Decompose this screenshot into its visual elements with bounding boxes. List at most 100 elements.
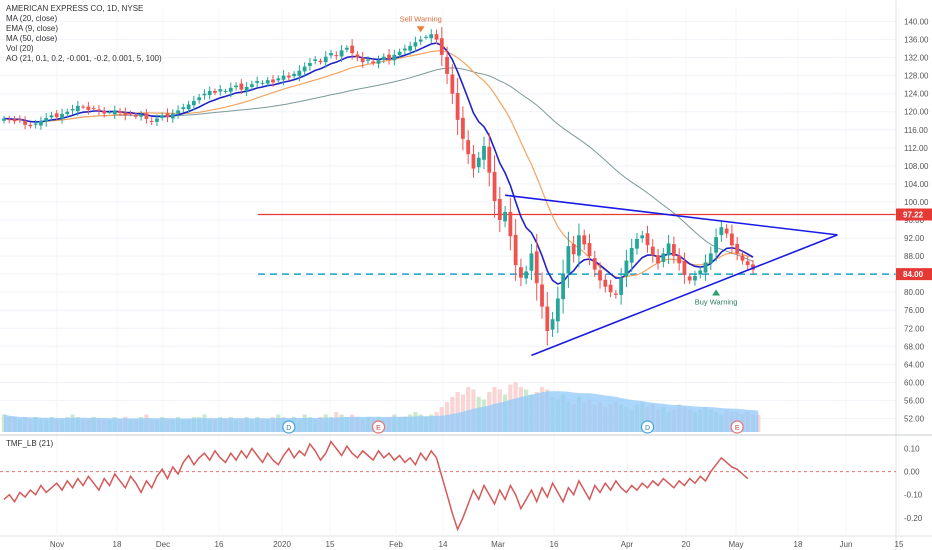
candle — [513, 219, 518, 281]
event-marker: E — [371, 420, 386, 434]
candle — [260, 80, 265, 86]
candle-body — [445, 56, 449, 74]
sell-warning-label: Sell Warning — [400, 14, 442, 23]
candle — [719, 220, 724, 242]
candle-body — [344, 47, 349, 50]
candle-body — [666, 243, 671, 256]
legend-vol[interactable]: Vol (20) — [6, 44, 34, 53]
candle-body — [577, 235, 581, 256]
candle — [123, 107, 128, 121]
buy-warning-label: Buy Warning — [695, 297, 738, 306]
time-tick-label: 16 — [215, 540, 224, 549]
candle — [703, 254, 708, 281]
candle-body — [239, 83, 244, 90]
support-price-box — [896, 268, 932, 281]
candle — [534, 233, 539, 301]
candle — [592, 250, 597, 277]
candle — [302, 62, 307, 76]
candle-body — [566, 246, 571, 274]
price-tick-label: 72.00 — [904, 324, 925, 333]
candle-body — [751, 264, 755, 270]
candle — [160, 112, 165, 121]
candle — [197, 93, 202, 104]
candle — [540, 272, 544, 319]
candle-body — [360, 57, 365, 63]
candle-body — [191, 100, 196, 106]
candle — [487, 132, 492, 187]
candle-body — [693, 275, 697, 281]
legend-ao[interactable]: AO (21, 0.1, 0.2, -0.001, -0.2, 0.001, 5… — [6, 54, 162, 63]
price-tick-label: 92.00 — [904, 234, 925, 243]
candle — [635, 232, 639, 255]
tmf-indicator-pane: 0.10 0.00 -0.10 -0.20 — [0, 440, 923, 532]
candle — [519, 258, 523, 287]
candle-body — [508, 211, 513, 237]
candle — [424, 34, 428, 40]
candle — [476, 151, 481, 174]
candle-body — [54, 113, 59, 118]
candle — [265, 77, 270, 87]
candle-body — [7, 119, 12, 121]
candle — [471, 145, 476, 178]
candle-body — [144, 113, 149, 119]
candle-body — [276, 78, 281, 81]
price-tick-label: 76.00 — [904, 306, 925, 315]
candle — [582, 229, 587, 251]
candle-body — [176, 110, 180, 114]
candle — [566, 231, 571, 288]
candle-body — [60, 114, 64, 119]
candle — [577, 223, 581, 268]
candle — [666, 234, 671, 264]
candle-body — [308, 63, 312, 66]
candle-body — [350, 45, 355, 54]
candle-body — [91, 107, 96, 109]
time-tick-label: Jun — [840, 540, 853, 549]
candle — [12, 116, 17, 125]
candle — [708, 246, 713, 271]
candle-body — [376, 60, 381, 64]
price-tick-label: 136.00 — [904, 36, 929, 45]
candle — [629, 238, 634, 272]
candle — [613, 289, 618, 299]
candle-body — [366, 59, 370, 61]
candle-body — [170, 113, 175, 119]
candle — [587, 233, 592, 266]
time-axis[interactable]: Nov 18 Dec 16 2020 15 Feb 14 Mar 16 Apr 20 May 18 Jun 1… — [50, 540, 904, 549]
price-tick-label: 100.00 — [904, 198, 929, 207]
candle — [482, 136, 486, 170]
candle — [360, 51, 365, 68]
candle-body — [265, 80, 270, 84]
candle — [503, 205, 507, 228]
candle — [460, 106, 465, 151]
legend-ma50[interactable]: MA (50, close) — [6, 34, 58, 43]
legend-ema9[interactable]: EMA (9, close) — [6, 24, 59, 33]
candle — [202, 89, 207, 100]
legend-title[interactable]: AMERICAN EXPRESS CO, 1D, NYSE — [6, 4, 144, 13]
volume-bar — [466, 387, 471, 432]
candle-body — [487, 146, 492, 173]
candle — [228, 82, 233, 98]
price-tick-label: 96.00 — [904, 216, 925, 225]
candle-body — [513, 234, 518, 266]
volume-bar — [455, 392, 460, 432]
candle-body — [571, 244, 576, 255]
horizontal-levels — [258, 213, 896, 275]
candle — [329, 49, 333, 59]
candle-body — [413, 42, 418, 47]
candle — [318, 58, 323, 65]
legend-ma20[interactable]: MA (20, close) — [6, 14, 58, 23]
candle — [619, 267, 624, 305]
candle-body — [687, 276, 692, 281]
candle — [418, 36, 423, 46]
candle-body — [682, 261, 687, 276]
price-tick-label: 68.00 — [904, 342, 925, 351]
candle — [39, 116, 43, 130]
candle — [550, 311, 555, 337]
candle — [23, 116, 27, 130]
indicator-legend[interactable]: TMF_LB (21) — [6, 439, 54, 448]
candle — [624, 249, 629, 288]
candle-body — [635, 238, 639, 249]
candle-body — [656, 255, 660, 264]
